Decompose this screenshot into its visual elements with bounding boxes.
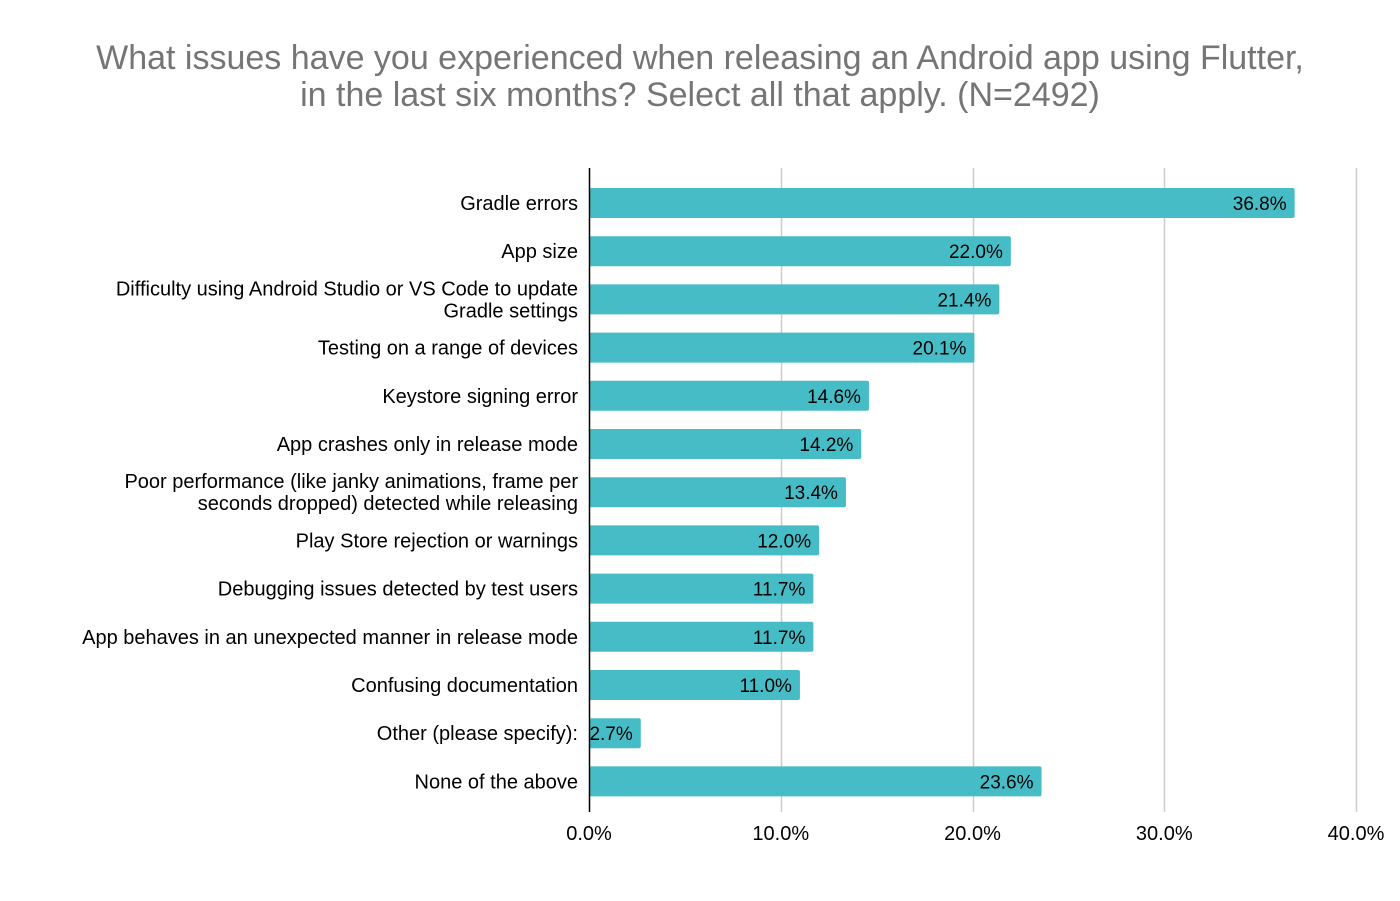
bar-5 bbox=[589, 429, 862, 459]
bar-1 bbox=[589, 236, 1011, 267]
category-label-10-line-0: Confusing documentation bbox=[351, 675, 578, 697]
bar-3 bbox=[589, 332, 975, 363]
category-label-6: Poor performance (like janky animations,… bbox=[124, 471, 578, 515]
data-label-12: 23.6% bbox=[980, 772, 1034, 793]
category-label-6-line-1: seconds dropped) detected while releasin… bbox=[198, 493, 578, 515]
category-label-9-line-0: App behaves in an unexpected manner in r… bbox=[82, 627, 578, 649]
chart-title-line-2: in the last six months? Select all that … bbox=[300, 76, 1100, 114]
category-label-1-line-0: App size bbox=[501, 241, 578, 263]
bar-10 bbox=[589, 670, 800, 700]
category-label-3: Testing on a range of devices bbox=[318, 338, 578, 360]
bar-2 bbox=[589, 284, 1000, 315]
category-label-3-line-0: Testing on a range of devices bbox=[318, 338, 578, 360]
x-tick-label-2: 20.0% bbox=[944, 823, 1001, 845]
data-label-9: 11.7% bbox=[753, 628, 806, 649]
data-label-1: 22.0% bbox=[949, 242, 1003, 263]
data-label-4: 14.6% bbox=[807, 387, 861, 408]
bar-4 bbox=[589, 380, 869, 411]
data-label-0: 36.8% bbox=[1233, 194, 1287, 215]
category-label-7-line-0: Play Store rejection or warnings bbox=[296, 530, 578, 552]
data-label-11: 2.7% bbox=[589, 724, 632, 745]
bar-0 bbox=[589, 188, 1295, 218]
x-tick-label-4: 40.0% bbox=[1328, 823, 1385, 845]
category-label-12-line-0: None of the above bbox=[415, 771, 578, 793]
category-label-7: Play Store rejection or warnings bbox=[296, 530, 578, 552]
category-label-8-line-0: Debugging issues detected by test users bbox=[218, 579, 578, 601]
category-label-2-line-0: Difficulty using Android Studio or VS Co… bbox=[116, 278, 578, 300]
bars bbox=[588, 168, 1295, 812]
bar-8 bbox=[589, 573, 814, 604]
x-tick-label-3: 30.0% bbox=[1136, 823, 1193, 845]
data-label-6: 13.4% bbox=[784, 483, 838, 504]
category-labels: Gradle errors App size Difficulty using An… bbox=[82, 193, 578, 793]
category-label-11: Other (please specify): bbox=[377, 723, 578, 745]
category-label-5: App crashes only in release mode bbox=[277, 434, 578, 456]
bar-6 bbox=[589, 477, 846, 508]
category-label-4: Keystore signing error bbox=[382, 386, 578, 408]
bar-9 bbox=[589, 621, 814, 652]
data-label-3: 20.1% bbox=[913, 339, 967, 360]
category-label-12: None of the above bbox=[415, 771, 578, 793]
bar-7 bbox=[589, 525, 820, 556]
data-label-7: 12.0% bbox=[757, 531, 811, 552]
category-label-10: Confusing documentation bbox=[351, 675, 578, 697]
data-label-5: 14.2% bbox=[799, 435, 853, 456]
category-label-6-line-0: Poor performance (like janky animations,… bbox=[124, 471, 578, 493]
category-label-0: Gradle errors bbox=[460, 193, 578, 215]
category-label-11-line-0: Other (please specify): bbox=[377, 723, 578, 745]
category-label-9: App behaves in an unexpected manner in r… bbox=[82, 627, 578, 649]
x-tick-label-1: 10.0% bbox=[752, 823, 809, 845]
category-label-2: Difficulty using Android Studio or VS Co… bbox=[116, 278, 578, 322]
bar-12 bbox=[589, 766, 1042, 797]
category-label-4-line-0: Keystore signing error bbox=[382, 386, 578, 408]
chart-title-line-1: What issues have you experienced when re… bbox=[96, 39, 1304, 77]
bar-11 bbox=[589, 718, 641, 749]
chart-title: What issues have you experienced when re… bbox=[0, 40, 1400, 114]
category-label-2-line-1: Gradle settings bbox=[443, 300, 578, 322]
data-label-10: 11.0% bbox=[739, 676, 792, 697]
category-label-0-line-0: Gradle errors bbox=[460, 193, 578, 215]
data-label-2: 21.4% bbox=[937, 290, 991, 311]
category-label-5-line-0: App crashes only in release mode bbox=[277, 434, 578, 456]
data-label-8: 11.7% bbox=[753, 580, 806, 601]
data-labels: 36.8% 22.0% 21.4% 20.1% 14.6% 14.2% 13.4% 12.0%… bbox=[589, 194, 1286, 793]
x-axis-tick-labels: 0.0% 10.0% 20.0% 30.0% 40.0% bbox=[566, 823, 1384, 845]
category-label-1: App size bbox=[501, 241, 578, 263]
category-label-8: Debugging issues detected by test users bbox=[218, 579, 578, 601]
x-tick-label-0: 0.0% bbox=[566, 823, 612, 845]
